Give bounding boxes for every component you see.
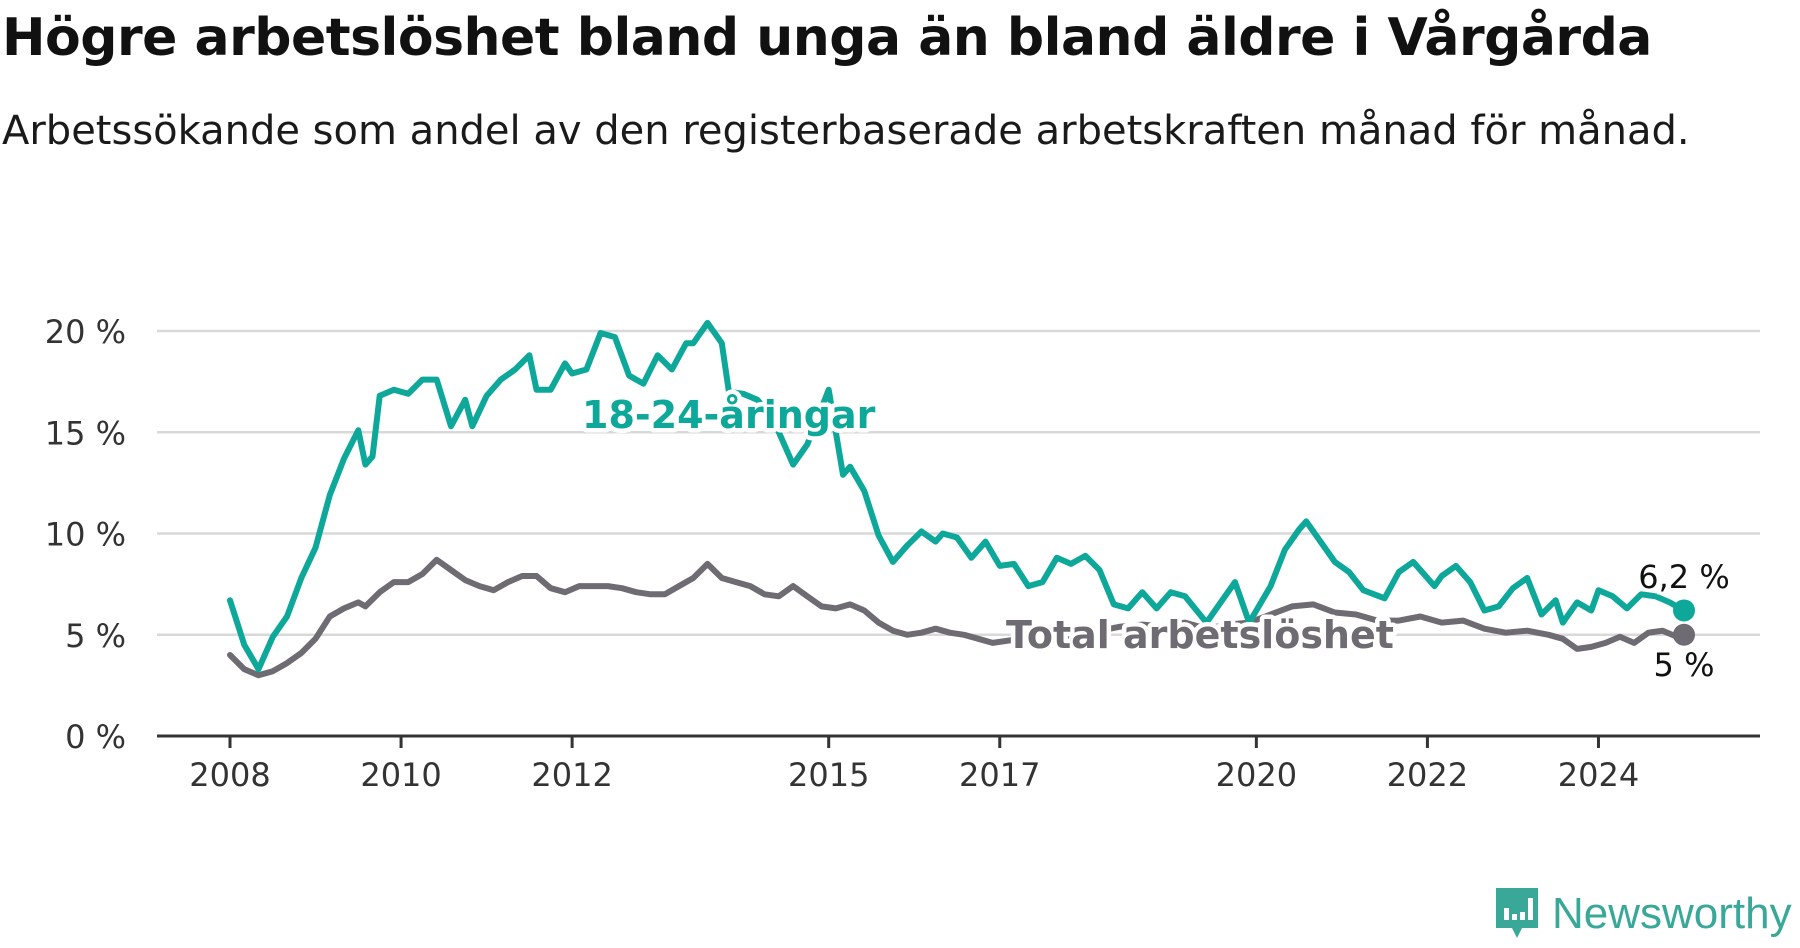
x-tick-label: 2024	[1558, 756, 1639, 794]
chart-title: Högre arbetslöshet bland unga än bland ä…	[2, 8, 1652, 68]
x-tick-label: 2017	[959, 756, 1040, 794]
series-label-youth: 18-24-åringar	[582, 393, 876, 437]
series-line-total	[227, 556, 1687, 679]
y-tick-label: 10 %	[45, 516, 126, 554]
y-tick-label: 5 %	[65, 617, 126, 655]
x-tick-label: 2010	[360, 756, 441, 794]
y-tick-label: 20 %	[45, 313, 126, 351]
newsworthy-logo-icon	[1496, 888, 1538, 938]
end-value-label-youth: 6,2 %	[1638, 558, 1729, 596]
y-axis: 0 % 5 % 10 % 15 % 20 %	[45, 313, 126, 756]
gridlines	[157, 329, 1760, 636]
chart-subtitle: Arbetssökande som andel av den registerb…	[2, 108, 1690, 154]
brand-name: Newsworthy	[1552, 889, 1792, 938]
y-tick-label: 0 %	[65, 718, 126, 756]
x-tick-label: 2008	[189, 756, 270, 794]
x-tick-label: 2022	[1387, 756, 1468, 794]
series-line-youth	[227, 319, 1687, 673]
newsworthy-logo[interactable]: Newsworthy	[1492, 884, 1792, 944]
series-label-total: Total arbetslöshet	[1006, 613, 1394, 657]
end-value-label-total: 5 %	[1654, 646, 1715, 684]
end-point-marker	[1673, 623, 1695, 646]
x-axis: 2008 2010 2012 2015 2017 2020 2022 2024	[157, 734, 1760, 794]
end-point-marker	[1673, 599, 1695, 622]
x-tick-label: 2020	[1216, 756, 1297, 794]
series-labels: 18-24-åringar Total arbetslöshet 6,2 % 5 %	[578, 389, 1733, 688]
x-tick-label: 2012	[531, 756, 612, 794]
x-tick-label: 2015	[788, 756, 869, 794]
y-tick-label: 15 %	[45, 414, 126, 452]
series-group	[227, 319, 1695, 679]
